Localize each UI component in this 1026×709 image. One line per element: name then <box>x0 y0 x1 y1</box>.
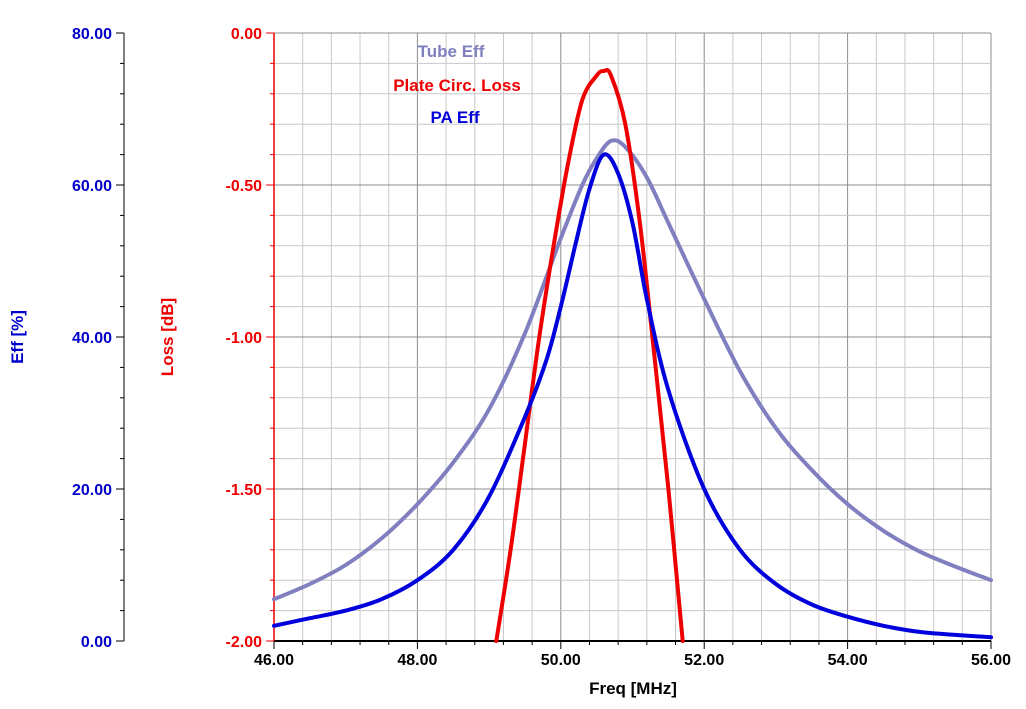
x-tick-label: 54.00 <box>828 652 868 669</box>
series-line-plate-circ-loss <box>494 67 685 643</box>
legend-label-pa-eff: PA Eff <box>430 108 479 127</box>
x-axis-title: Freq [MHz] <box>589 679 677 698</box>
loss-tick-label: -0.50 <box>226 178 263 195</box>
x-tick-label: 50.00 <box>541 652 581 669</box>
eff-tick-label: 40.00 <box>72 330 112 347</box>
eff-tick-label: 60.00 <box>72 178 112 195</box>
x-tick-label: 52.00 <box>684 652 724 669</box>
x-tick-label: 56.00 <box>971 652 1011 669</box>
eff-tick-label: 0.00 <box>81 634 112 651</box>
loss-tick-label: 0.00 <box>231 26 262 43</box>
loss-tick-label: -1.00 <box>226 330 263 347</box>
legend: Tube Eff Plate Circ. Loss PA Eff <box>393 42 521 127</box>
loss-tick-label: -1.50 <box>226 482 263 499</box>
eff-axis-title: Eff [%] <box>8 310 27 364</box>
grid <box>273 32 992 642</box>
series-line-tube-eff <box>272 138 993 602</box>
loss-axis-title: Loss [dB] <box>158 298 177 376</box>
x-tick-label: 46.00 <box>254 652 294 669</box>
legend-label-plate-circ-loss: Plate Circ. Loss <box>393 76 521 95</box>
eff-tick-label: 80.00 <box>72 26 112 43</box>
legend-label-tube-eff: Tube Eff <box>418 42 485 61</box>
series-lines <box>272 67 993 643</box>
x-tick-label: 48.00 <box>397 652 437 669</box>
eff-tick-label: 20.00 <box>72 482 112 499</box>
series-line-pa-eff <box>272 152 993 640</box>
loss-tick-label: -2.00 <box>226 634 263 651</box>
axes: 46.00 48.00 50.00 52.00 54.00 56.00 0.00 20.00 4… <box>72 26 1011 669</box>
